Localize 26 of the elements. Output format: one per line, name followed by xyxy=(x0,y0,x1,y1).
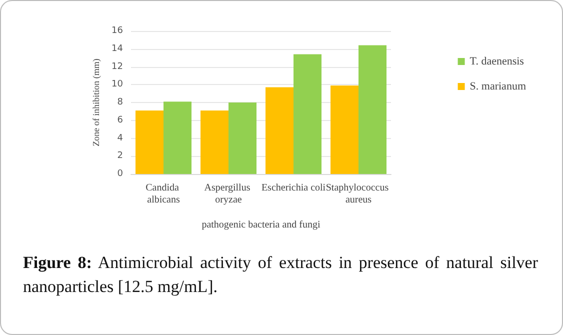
x-tick-label: Escherichia coli xyxy=(261,182,326,194)
bar xyxy=(266,87,294,174)
legend-label: T. daenensis xyxy=(470,56,524,68)
y-tick-label: 8 xyxy=(117,98,124,108)
legend-label: S. marianum xyxy=(470,80,526,92)
bar xyxy=(294,54,322,174)
y-tick-label: 0 xyxy=(117,169,124,179)
bar xyxy=(358,45,386,174)
y-axis-title: Zone of inhibition (mm) xyxy=(91,58,102,146)
x-tick-label: Candida albicans xyxy=(146,182,182,206)
bar xyxy=(164,102,192,174)
y-tick-label: 14 xyxy=(112,44,124,54)
x-tick-label: Aspergillus oryzae xyxy=(204,182,253,206)
caption: Figure 8: Antimicrobial activity of extracts in presence of natural silver nanoparticles [12.5 mg/mL]. xyxy=(23,252,538,298)
bar xyxy=(136,110,164,174)
x-tick-label: Staphylococcus aureus xyxy=(326,182,392,206)
bar xyxy=(330,86,358,174)
y-tick-label: 10 xyxy=(112,80,124,90)
y-tick-label: 16 xyxy=(112,26,124,36)
x-axis-title: pathogenic bacteria and fungi xyxy=(202,220,320,230)
y-tick-label: 6 xyxy=(117,115,124,126)
y-tick-label: 4 xyxy=(117,133,124,144)
y-tick-label: 2 xyxy=(117,151,123,162)
bar xyxy=(200,110,228,174)
bar xyxy=(228,102,256,174)
y-tick-label: 12 xyxy=(112,62,123,72)
